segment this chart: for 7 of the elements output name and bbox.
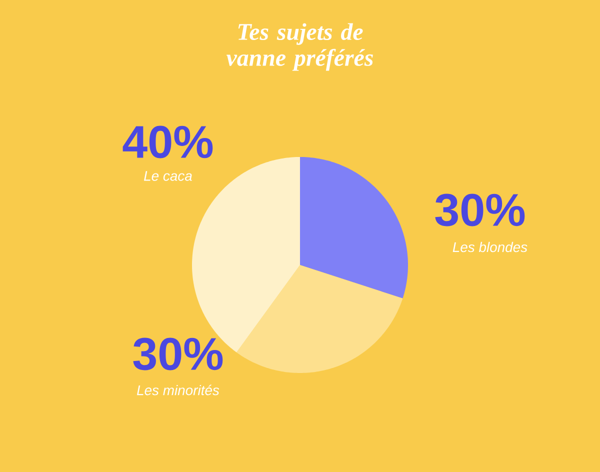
- slice-label: Les blondes: [452, 242, 528, 252]
- data-label: 40%: [122, 126, 213, 158]
- chart-title: Tes sujets de vanne préférés: [226, 23, 373, 71]
- data-label: 30%: [133, 338, 223, 370]
- slice-label: Le caca: [144, 171, 192, 181]
- data-label: 30%: [435, 194, 525, 226]
- slice-label: Les minorités: [136, 384, 220, 396]
